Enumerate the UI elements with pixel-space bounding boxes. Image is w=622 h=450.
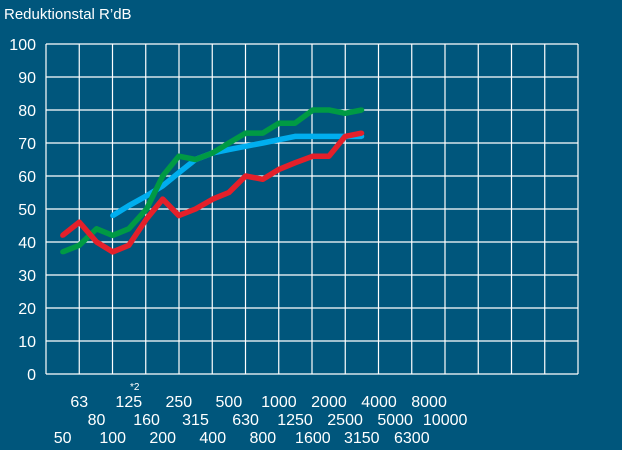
data-point — [326, 133, 332, 139]
data-point — [193, 157, 199, 162]
x-tick-label: 100 — [99, 430, 126, 447]
series-lines — [60, 107, 365, 255]
data-point — [144, 193, 150, 199]
x-tick-label: 125 — [115, 394, 142, 411]
x-tick-label: 4000 — [361, 394, 397, 411]
data-point — [126, 203, 132, 209]
data-point — [226, 140, 232, 146]
x-tick-label: 800 — [249, 430, 276, 447]
x-tick-label: 315 — [182, 412, 209, 429]
y-tick-label: 90 — [18, 70, 36, 87]
y-tick-label: 0 — [27, 367, 36, 384]
data-point — [342, 110, 348, 116]
data-point — [210, 196, 216, 202]
data-point — [292, 133, 298, 139]
data-point — [260, 176, 266, 182]
data-point — [176, 153, 182, 159]
x-axis-footnote: *2 — [130, 382, 140, 393]
data-point — [193, 206, 199, 212]
data-point — [310, 153, 316, 159]
x-tick-label: 500 — [216, 394, 243, 411]
y-tick-label: 100 — [9, 37, 36, 54]
data-point — [326, 153, 332, 159]
y-tick-label: 80 — [18, 103, 36, 120]
data-point — [292, 160, 298, 166]
x-tick-label: 2500 — [327, 412, 363, 429]
y-axis-ticks: 0 10 20 30 40 50 60 70 80 90 100 — [9, 37, 36, 384]
y-tick-label: 30 — [18, 268, 36, 285]
data-point — [276, 166, 282, 172]
grid — [45, 43, 579, 375]
data-point — [243, 130, 249, 136]
data-point — [76, 219, 82, 225]
y-tick-label: 70 — [18, 136, 36, 153]
x-tick-label: 5000 — [377, 412, 413, 429]
data-point — [210, 150, 216, 156]
data-point — [276, 120, 282, 126]
data-point — [310, 107, 316, 113]
data-point — [126, 242, 132, 248]
chart-title: Reduktionstal R’dB — [4, 6, 132, 23]
x-tick-label: 80 — [88, 412, 106, 429]
data-point — [276, 137, 282, 143]
x-tick-label: 630 — [232, 412, 259, 429]
data-point — [243, 173, 249, 179]
data-point — [176, 170, 182, 176]
data-point — [160, 196, 166, 202]
x-tick-label: 8000 — [411, 394, 447, 411]
x-tick-label: 63 — [70, 394, 88, 411]
x-tick-label: 1600 — [295, 430, 331, 447]
data-point — [76, 242, 82, 248]
x-tick-label: 6300 — [394, 430, 430, 447]
x-tick-label: 50 — [54, 430, 72, 447]
data-point — [94, 239, 100, 245]
data-point — [226, 147, 232, 153]
x-tick-label: 250 — [165, 394, 192, 411]
data-point — [110, 213, 116, 219]
data-point — [292, 120, 298, 126]
data-point — [326, 107, 332, 113]
x-tick-label: 400 — [199, 430, 226, 447]
data-point — [110, 232, 116, 238]
data-point — [359, 130, 365, 136]
data-point — [110, 249, 116, 255]
data-point — [359, 107, 365, 113]
y-tick-label: 10 — [18, 334, 36, 351]
data-point — [176, 213, 182, 219]
data-point — [226, 190, 232, 195]
y-tick-label: 60 — [18, 169, 36, 186]
data-point — [144, 206, 150, 212]
x-tick-label: 160 — [133, 412, 160, 429]
data-point — [94, 226, 100, 232]
data-point — [310, 133, 316, 139]
data-point — [126, 226, 132, 232]
y-tick-label: 50 — [18, 202, 36, 219]
x-tick-label: 10000 — [423, 412, 468, 429]
data-point — [160, 173, 166, 179]
y-tick-label: 20 — [18, 301, 36, 318]
data-point — [260, 130, 266, 136]
x-tick-label: 1000 — [261, 394, 297, 411]
data-point — [144, 216, 150, 222]
x-tick-label: 200 — [149, 430, 176, 447]
data-point — [60, 232, 66, 238]
data-point — [243, 143, 249, 149]
data-point — [60, 249, 66, 255]
x-tick-label: 2000 — [311, 394, 347, 411]
x-tick-label: 3150 — [344, 430, 380, 447]
x-tick-label: 1250 — [277, 412, 313, 429]
data-point — [342, 133, 348, 139]
y-tick-label: 40 — [18, 235, 36, 252]
data-point — [260, 140, 266, 146]
